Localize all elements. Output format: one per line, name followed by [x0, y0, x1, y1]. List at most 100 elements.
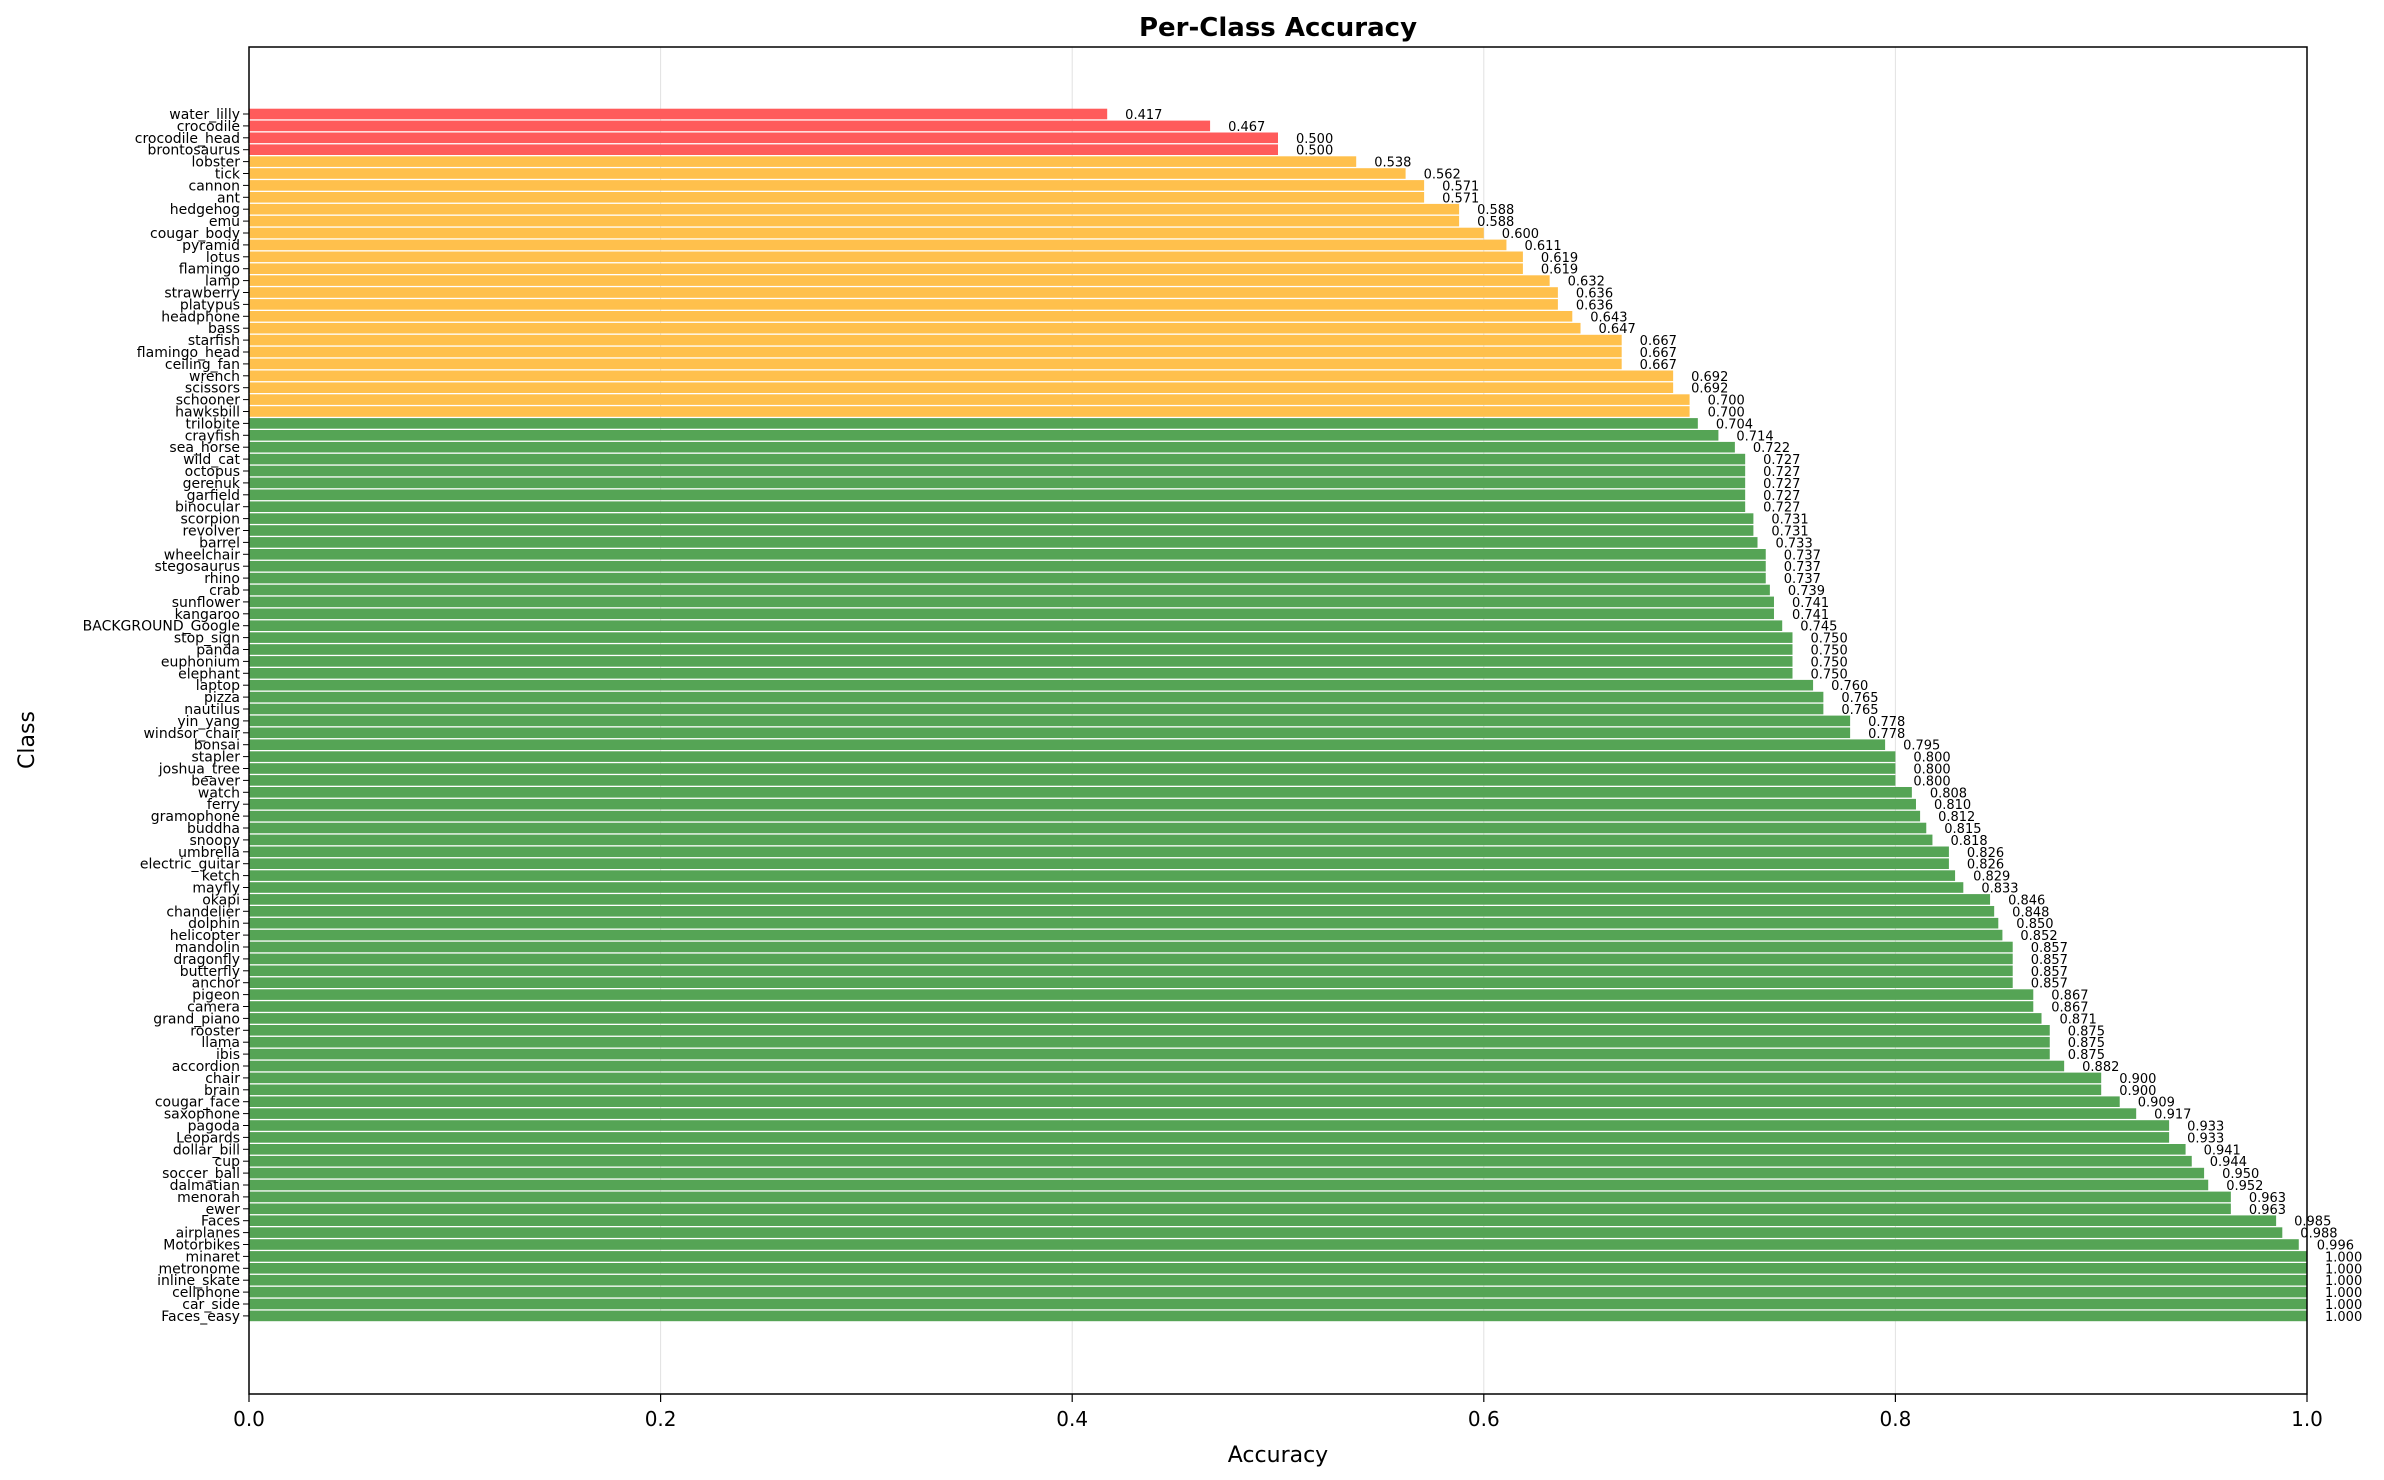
category-label: crayfish [185, 428, 240, 444]
value-label: 0.731 [1771, 525, 1808, 540]
bars [249, 108, 2307, 1322]
x-tick-label: 0.8 [1879, 1407, 1911, 1431]
value-label: 0.867 [2051, 989, 2088, 1004]
bar [249, 287, 1558, 298]
category-label: garfield [187, 488, 240, 504]
value-label: 0.714 [1736, 429, 1773, 444]
value-label: 0.875 [2068, 1024, 2105, 1039]
bar [249, 441, 1735, 453]
value-label: 0.692 [1691, 382, 1728, 397]
bar [249, 120, 1211, 132]
category-label: yin_yang [177, 714, 240, 730]
bar [249, 1310, 2307, 1322]
category-label: dragonfly [173, 952, 240, 968]
bar [249, 525, 1754, 536]
category-label: okapi [202, 892, 240, 908]
category-label: lamp [205, 274, 240, 290]
category-label: hawksbill [175, 405, 240, 421]
category-label: accordion [172, 1059, 240, 1075]
category-label: Motorbikes [163, 1238, 240, 1254]
bar [249, 894, 1991, 905]
bar [249, 1132, 2170, 1143]
value-label: 0.737 [1784, 548, 1821, 563]
category-label: dalmatian [170, 1178, 240, 1194]
bar [249, 1144, 2186, 1155]
bar [249, 1203, 2231, 1215]
value-label: 0.667 [1640, 358, 1677, 373]
category-label: minaret [185, 1249, 240, 1265]
bar [249, 132, 1278, 144]
value-label: 0.963 [2249, 1191, 2286, 1206]
category-label: wild_cat [183, 452, 240, 468]
value-label: 1.000 [2325, 1298, 2362, 1313]
category-label: saxophone [164, 1107, 240, 1123]
bar [249, 798, 1916, 810]
bar [249, 1215, 2277, 1226]
bar [249, 608, 1774, 620]
value-label: 0.741 [1792, 608, 1829, 623]
bar [249, 465, 1746, 477]
category-label: scissors [185, 381, 240, 397]
category-label: crab [209, 583, 240, 599]
x-tick-label: 0.2 [645, 1407, 677, 1431]
bar [249, 787, 1912, 798]
bar [249, 917, 1999, 929]
bar [249, 620, 1783, 631]
category-label: cup [215, 1154, 241, 1170]
value-label: 0.800 [1913, 763, 1950, 778]
category-label: joshua_tree [158, 762, 240, 778]
value-label: 0.619 [1541, 263, 1578, 278]
value-label: 0.909 [2138, 1096, 2175, 1111]
value-label: 0.867 [2051, 1001, 2088, 1016]
value-label: 0.538 [1374, 156, 1411, 171]
category-label: schooner [176, 393, 240, 409]
value-label: 0.760 [1831, 679, 1868, 694]
value-label: 0.417 [1125, 108, 1162, 123]
value-label: 0.857 [2031, 953, 2068, 968]
value-label: 0.808 [1930, 786, 1967, 801]
category-label: inline_skate [157, 1273, 240, 1289]
bar [249, 370, 1674, 382]
value-label: 0.852 [2020, 929, 2057, 944]
bar [249, 203, 1460, 215]
value-label: 0.933 [2187, 1120, 2224, 1135]
value-label: 0.857 [2031, 941, 2068, 956]
bar [249, 1060, 2065, 1072]
bar [249, 1286, 2307, 1298]
value-label: 0.810 [1934, 798, 1971, 813]
category-label: snoopy [190, 833, 240, 849]
bar [249, 1179, 2209, 1191]
category-label: headphone [161, 309, 240, 325]
bar [249, 501, 1746, 512]
category-label: pyramid [182, 238, 240, 254]
bar [249, 453, 1746, 465]
category-label: stop_sign [174, 631, 240, 647]
category-label: ewer [206, 1202, 241, 1218]
category-label: lobster [192, 155, 241, 171]
value-label: 0.850 [2016, 917, 2053, 932]
category-label: airplanes [176, 1226, 240, 1242]
value-label: 0.795 [1903, 739, 1940, 754]
category-label: nautilus [184, 702, 240, 718]
category-label: dolphin [188, 916, 240, 932]
value-label: 0.833 [1981, 882, 2018, 897]
bar [249, 239, 1507, 251]
bar [249, 477, 1746, 489]
bar [249, 596, 1774, 608]
value-label: 0.727 [1763, 477, 1800, 492]
bar [249, 430, 1719, 441]
value-label: 0.826 [1967, 858, 2004, 873]
category-label: dollar_bill [173, 1142, 240, 1158]
bar [249, 311, 1573, 322]
value-label: 0.800 [1913, 774, 1950, 789]
value-label: 0.737 [1784, 572, 1821, 587]
category-labels: water_lillycrocodilecrocodile_headbronto… [83, 107, 249, 1325]
category-label: stapler [191, 750, 240, 766]
category-label: mayfly [192, 881, 240, 897]
x-tick-label: 0.4 [1056, 1407, 1088, 1431]
bar [249, 679, 1814, 691]
bar [249, 560, 1766, 572]
bar [249, 739, 1886, 750]
value-label: 0.750 [1811, 667, 1848, 682]
